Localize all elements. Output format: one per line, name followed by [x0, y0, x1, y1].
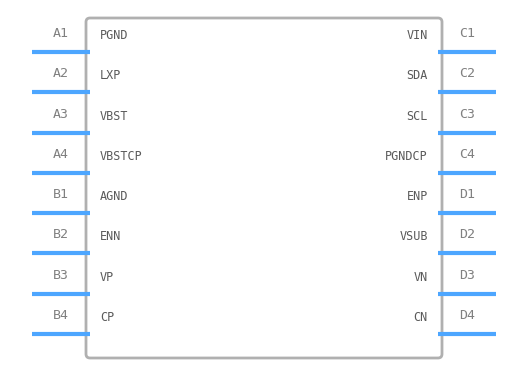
FancyBboxPatch shape [86, 18, 442, 358]
Text: A4: A4 [53, 148, 69, 161]
Text: B2: B2 [53, 228, 69, 241]
Text: A2: A2 [53, 67, 69, 80]
Text: ENP: ENP [407, 190, 428, 203]
Text: PGND: PGND [100, 29, 128, 42]
Text: LXP: LXP [100, 69, 121, 82]
Text: D1: D1 [459, 188, 475, 201]
Text: CN: CN [414, 311, 428, 324]
Text: A1: A1 [53, 27, 69, 40]
Text: C2: C2 [459, 67, 475, 80]
Text: D3: D3 [459, 269, 475, 282]
Text: CP: CP [100, 311, 114, 324]
Text: C3: C3 [459, 108, 475, 121]
Text: VP: VP [100, 271, 114, 284]
Text: SCL: SCL [407, 110, 428, 122]
Text: D2: D2 [459, 228, 475, 241]
Text: VIN: VIN [407, 29, 428, 42]
Text: AGND: AGND [100, 190, 128, 203]
Text: VBSTCP: VBSTCP [100, 150, 143, 163]
Text: VSUB: VSUB [400, 230, 428, 243]
Text: C4: C4 [459, 148, 475, 161]
Text: B4: B4 [53, 309, 69, 322]
Text: VN: VN [414, 271, 428, 284]
Text: VBST: VBST [100, 110, 128, 122]
Text: B3: B3 [53, 269, 69, 282]
Text: D4: D4 [459, 309, 475, 322]
Text: PGNDCP: PGNDCP [385, 150, 428, 163]
Text: A3: A3 [53, 108, 69, 121]
Text: C1: C1 [459, 27, 475, 40]
Text: SDA: SDA [407, 69, 428, 82]
Text: B1: B1 [53, 188, 69, 201]
Text: ENN: ENN [100, 230, 121, 243]
